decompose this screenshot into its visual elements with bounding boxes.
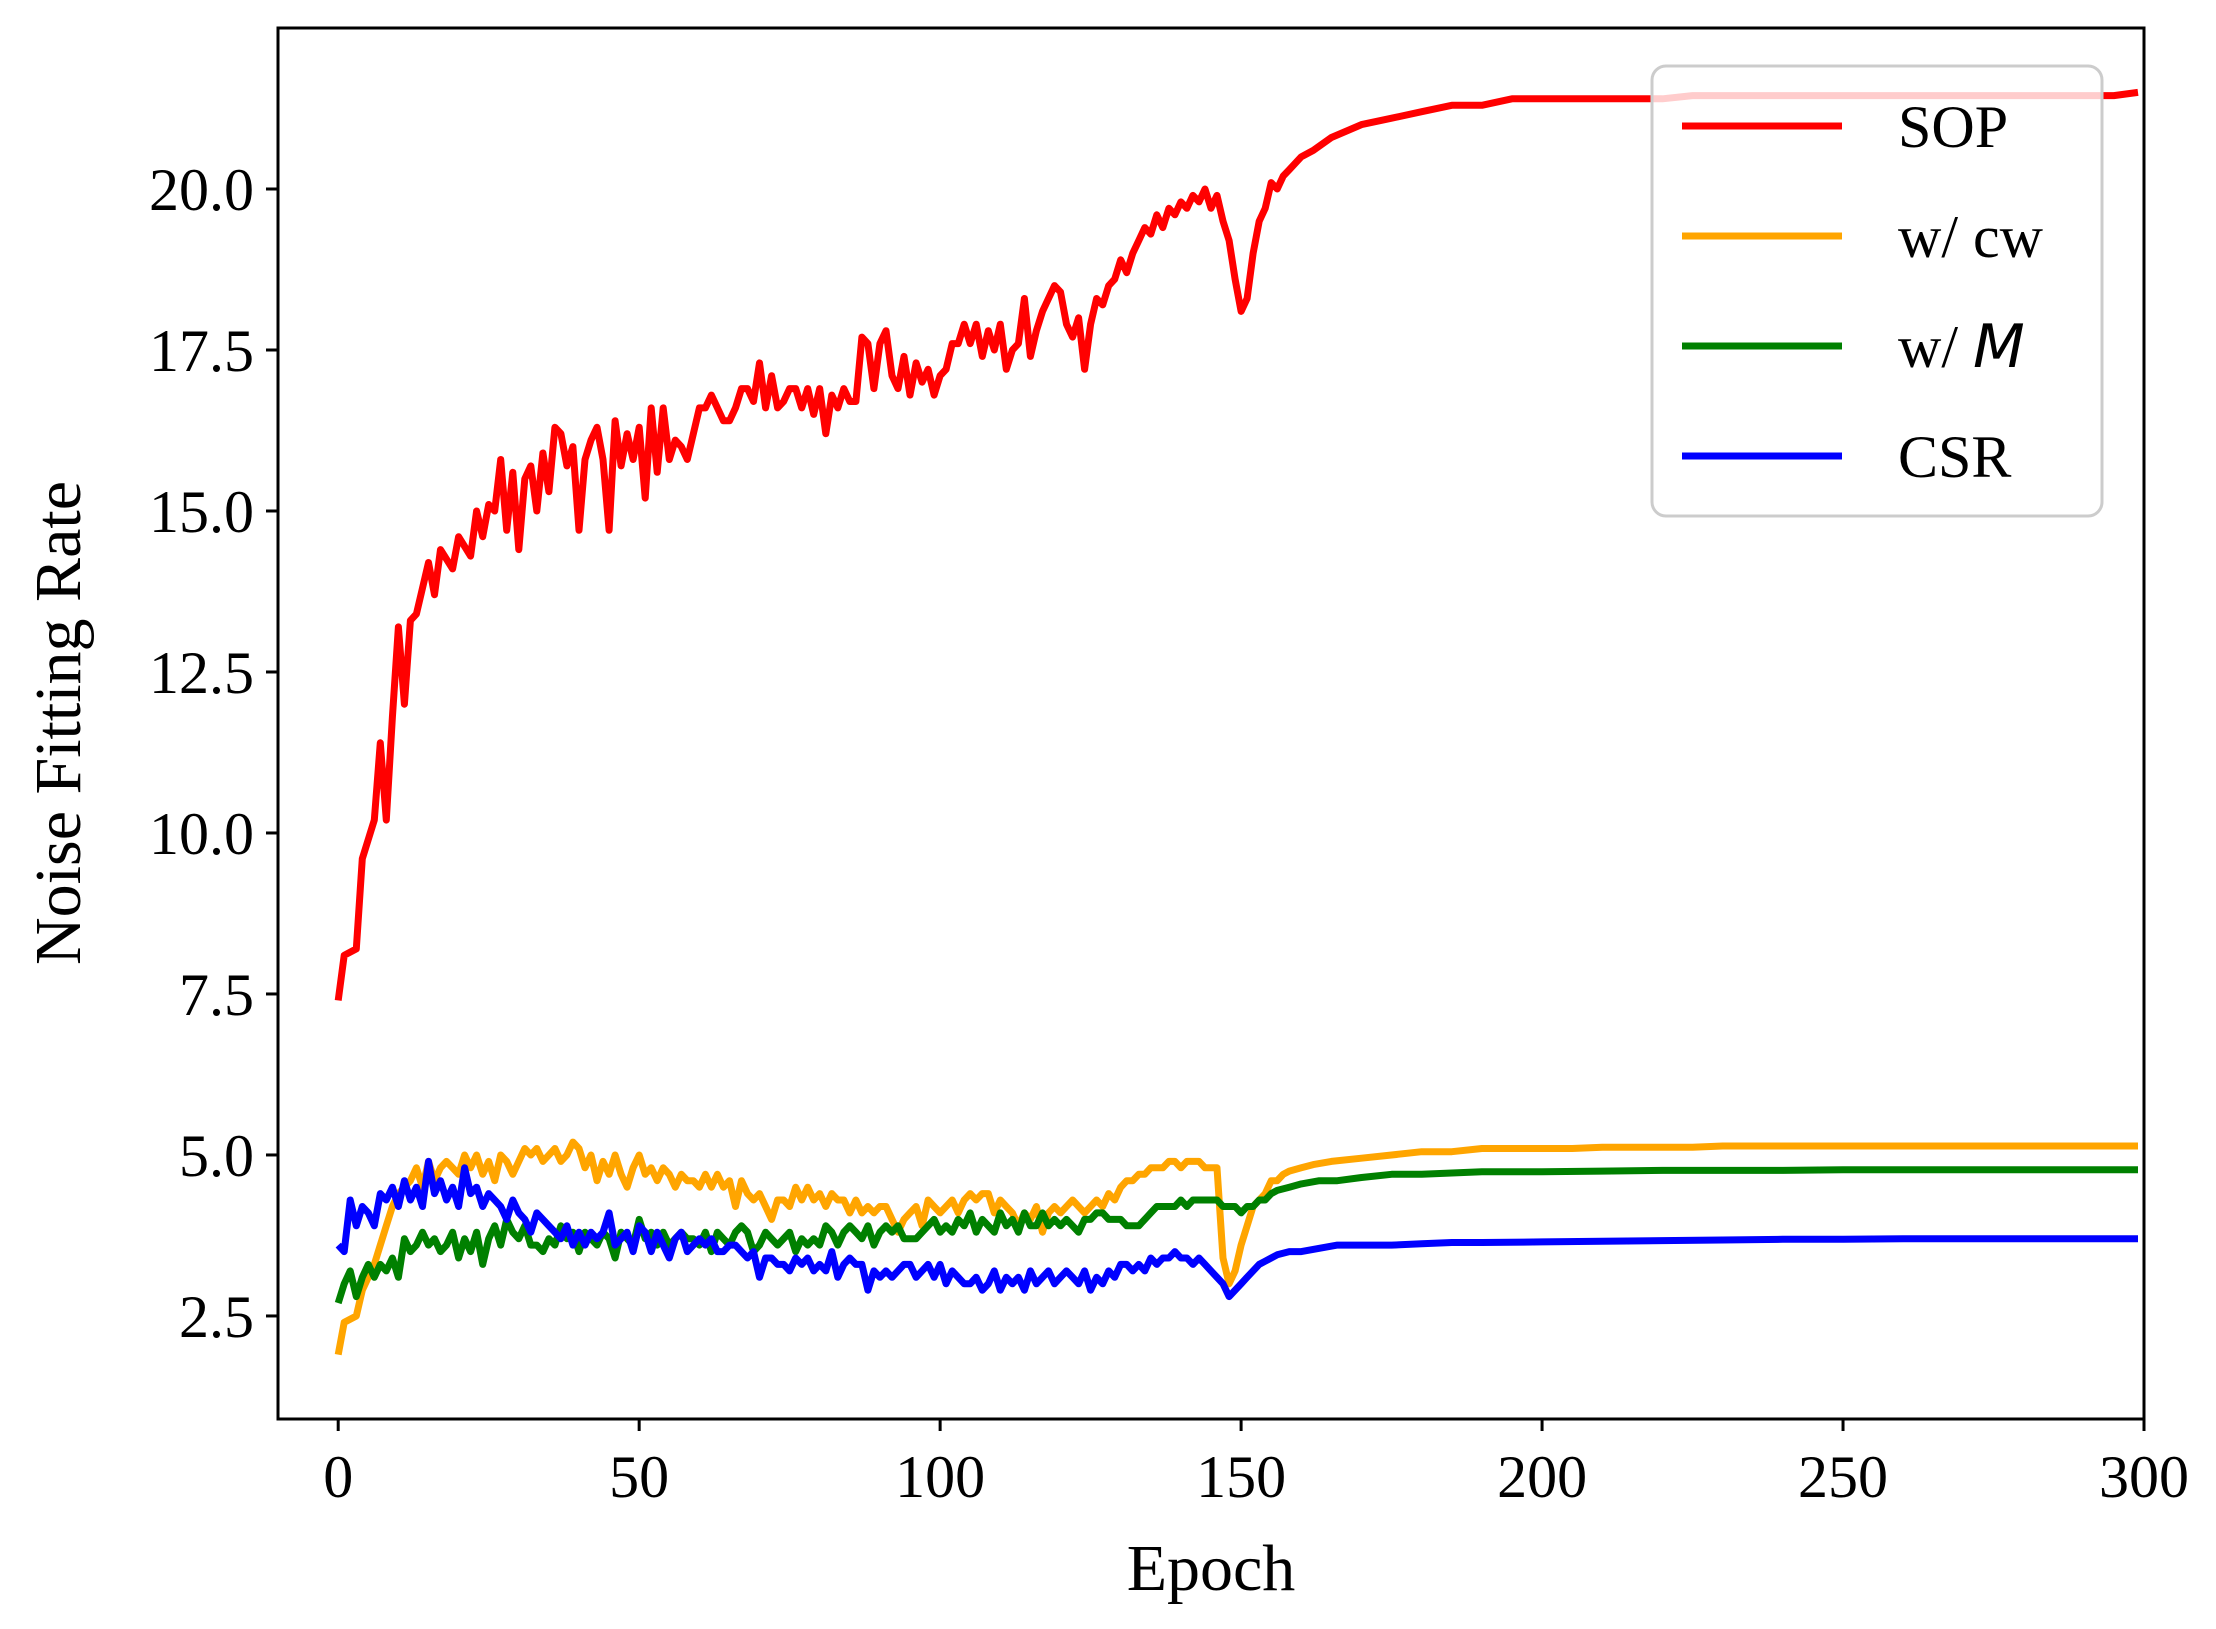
legend-frame	[1650, 64, 2104, 518]
legend-label: w/ cw	[1898, 204, 2044, 270]
legend-label: SOP	[1898, 94, 2008, 160]
x-axis: 0 50 100 150 200 250 300	[323, 1419, 2189, 1510]
y-tick-label: 15.0	[149, 479, 254, 545]
series-line-w-m	[334, 1166, 2138, 1305]
legend-label: w/ M	[1898, 312, 2025, 382]
y-axis: 2.5 5.0 7.5 10.0 12.5 15.0 17.5 20.0	[149, 157, 278, 1350]
x-tick-label: 250	[1798, 1444, 1888, 1510]
series-line-sop	[334, 88, 2139, 1001]
y-tick-label: 7.5	[179, 962, 254, 1028]
y-tick-label: 10.0	[149, 801, 254, 867]
legend-entries: SOP w/ cw w/ M CSR	[1682, 94, 2044, 490]
plot-frame	[276, 26, 2146, 1421]
x-tick-label: 300	[2099, 1444, 2189, 1510]
y-tick-label: 20.0	[149, 157, 254, 223]
series-line-csr	[335, 1157, 2138, 1301]
x-axis-title: Epoch	[1127, 1532, 1296, 1605]
legend-label: CSR	[1898, 424, 2011, 490]
x-tick-label: 50	[609, 1444, 669, 1510]
series-layer	[334, 88, 2139, 1356]
y-tick-label: 17.5	[149, 318, 254, 384]
x-tick-label: 150	[1196, 1444, 1286, 1510]
y-tick-label: 2.5	[179, 1284, 254, 1350]
y-axis-title: Noise Fitting Rate	[22, 481, 95, 965]
series-line-w-cw	[334, 1138, 2138, 1356]
x-tick-label: 0	[323, 1444, 353, 1510]
y-tick-label: 12.5	[149, 640, 254, 706]
legend: SOP w/ cw w/ M CSR	[1650, 64, 2104, 518]
y-tick-label: 5.0	[179, 1123, 254, 1189]
x-tick-label: 100	[895, 1444, 985, 1510]
x-tick-label: 200	[1497, 1444, 1587, 1510]
